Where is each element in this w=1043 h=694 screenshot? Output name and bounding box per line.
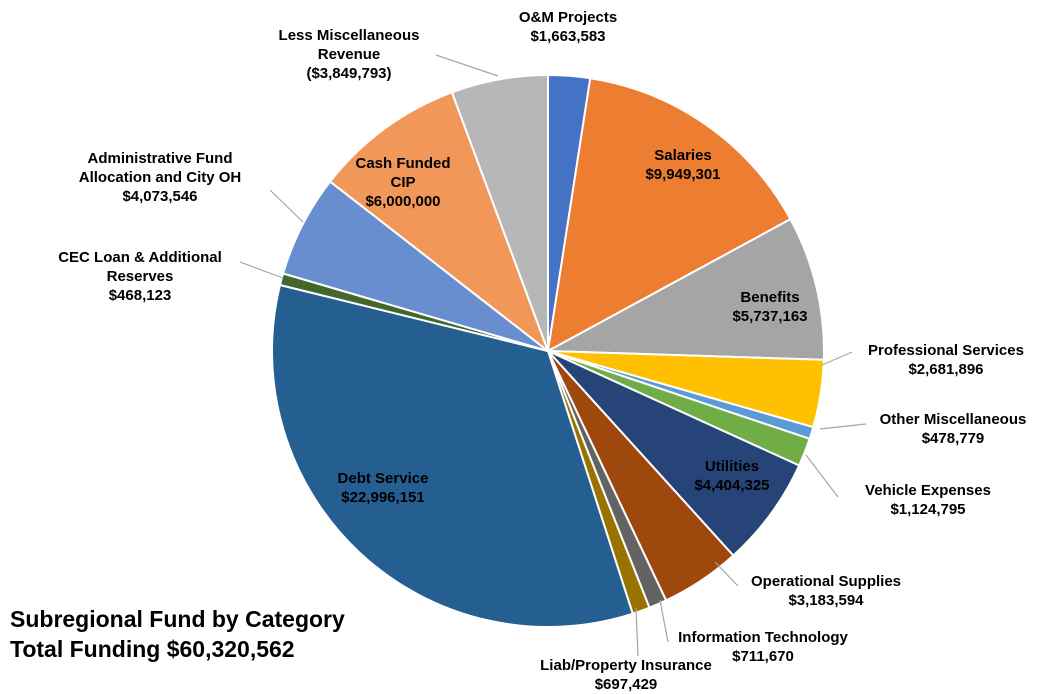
chart-title: Subregional Fund by Category	[10, 606, 345, 632]
data-label-cash-funded-cip: Cash Funded CIP $6,000,000	[355, 155, 450, 210]
data-label-benefits: Benefits $5,737,163	[732, 289, 807, 325]
pie-slice-cash-funded-cip	[328, 90, 551, 354]
data-label-o-m-projects: O&M Projects $1,663,583	[519, 9, 617, 45]
chart-subtitle: Total Funding $60,320,562	[10, 636, 295, 662]
data-label-cec-loan-additional-reserves: CEC Loan & Additional Reserves $468,123	[58, 249, 222, 304]
data-label-professional-services: Professional Services $2,681,896	[868, 342, 1024, 378]
data-label-debt-service: Debt Service $22,996,151	[338, 470, 429, 506]
leader-line-vehicle-expenses	[805, 454, 839, 498]
data-label-administrative-fund-allocation-and-city-oh: Administrative Fund Allocation and City O…	[79, 150, 242, 205]
pie-slice-benefits	[544, 217, 825, 361]
pie-slice-less-miscellaneous-revenue	[450, 73, 549, 352]
data-label-liab-property-insurance: Liab/Property Insurance $697,429	[540, 657, 712, 693]
pie-slice-utilities	[547, 350, 801, 557]
data-label-vehicle-expenses: Vehicle Expenses $1,124,795	[865, 482, 991, 518]
leader-line-administrative-fund-allocation-and-city-oh	[269, 189, 304, 223]
leader-line-cec-loan-additional-reserves	[239, 261, 284, 279]
pie-slice-salaries	[546, 77, 792, 353]
chart-title-block: Subregional Fund by Category Total Fundi…	[10, 604, 345, 664]
data-label-operational-supplies: Operational Supplies $3,183,594	[751, 573, 901, 609]
leader-line-other-miscellaneous	[819, 423, 867, 430]
leader-line-professional-services	[821, 351, 853, 366]
leader-line-operational-supplies	[714, 561, 739, 587]
leader-line-liab-property-insurance	[635, 607, 639, 657]
data-label-salaries: Salaries $9,949,301	[645, 147, 720, 183]
leader-line-less-miscellaneous-revenue	[435, 54, 499, 77]
data-label-less-miscellaneous-revenue: Less Miscellaneous Revenue ($3,849,793)	[279, 27, 420, 82]
pie-slice-debt-service	[270, 283, 634, 628]
data-label-information-technology: Information Technology $711,670	[678, 629, 848, 665]
leader-line-information-technology	[659, 599, 669, 643]
data-label-other-miscellaneous: Other Miscellaneous $478,779	[880, 411, 1027, 447]
data-label-utilities: Utilities $4,404,325	[694, 458, 769, 494]
